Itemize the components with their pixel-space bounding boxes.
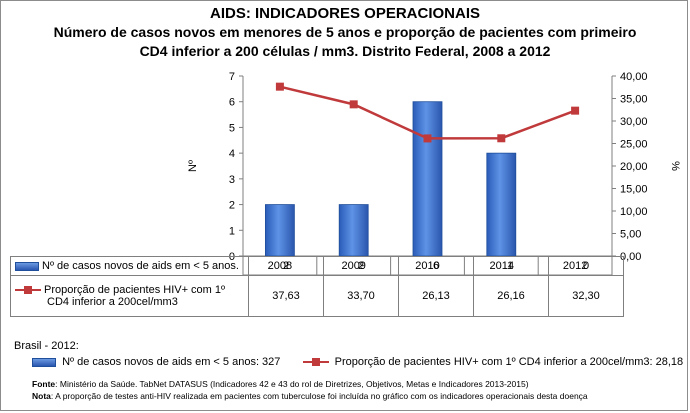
line-marker xyxy=(571,106,580,115)
footnotes: Fonte: Ministério da Saúde. TabNet DATAS… xyxy=(32,378,588,402)
table-legend-line: Proporção de pacientes HIV+ com 1º CD4 i… xyxy=(10,275,249,317)
line-series-label-1: Proporção de pacientes HIV+ com 1º xyxy=(44,284,226,296)
y-tick-label-right: 30,00 xyxy=(620,116,648,128)
nota-text: : A proporção de testes anti-HIV realiza… xyxy=(50,391,588,401)
brasil-line-swatch xyxy=(302,358,329,367)
y-tick-label-right: 10,00 xyxy=(620,206,648,218)
fonte-label: Fonte xyxy=(32,379,56,389)
y-tick-label-right: 25,00 xyxy=(620,139,648,151)
table-cell: 6 xyxy=(398,256,474,276)
brasil-bar-text: Nº de casos novos de aids em < 5 anos: 3… xyxy=(62,356,281,369)
bar-legend-swatch xyxy=(15,261,39,271)
table-row-line: Proporção de pacientes HIV+ com 1º CD4 i… xyxy=(10,275,624,317)
y-tick-label-right: 40,00 xyxy=(620,71,648,83)
table-cell: 2 xyxy=(323,256,399,276)
table-cell: 2 xyxy=(248,256,324,276)
table-cell: 37,63 xyxy=(248,275,324,317)
brasil-line-text: Proporção de pacientes HIV+ com 1º CD4 i… xyxy=(334,356,684,369)
table-cell: 26,16 xyxy=(473,275,549,317)
table-cell: 4 xyxy=(473,256,549,276)
y-tick-label-left: 1 xyxy=(229,225,235,237)
y-tick-label-left: 6 xyxy=(229,97,235,109)
nota-note: Nota: A proporção de testes anti-HIV rea… xyxy=(32,390,588,402)
fonte-text: : Ministério da Saúde. TabNet DATASUS (I… xyxy=(55,379,529,389)
chart-subtitle-line1: Número de casos novos em menores de 5 an… xyxy=(53,24,637,40)
y-tick-label-right: 15,00 xyxy=(620,184,648,196)
line-marker xyxy=(275,82,284,91)
brasil-legend: Nº de casos novos de aids em < 5 anos: 3… xyxy=(14,356,683,368)
y-tick-label-right: 5,00 xyxy=(620,229,641,241)
y-tick-label-left: 5 xyxy=(229,122,235,134)
bar xyxy=(412,101,443,257)
table-cell: 32,30 xyxy=(548,275,624,317)
y-tick-label-left: 7 xyxy=(229,71,235,83)
line-series-label-2: CD4 inferior a 200cel/mm3 xyxy=(47,296,178,308)
bar xyxy=(486,152,517,257)
line-marker xyxy=(497,134,506,143)
table-legend-bars: Nº de casos novos de aids em < 5 anos. xyxy=(10,256,249,276)
y-tick-label-left: 2 xyxy=(229,200,235,212)
y-axis-title-right: % xyxy=(669,161,681,171)
table-cell: 0 xyxy=(548,256,624,276)
y-tick-label-right: 0,00 xyxy=(620,251,641,263)
brasil-label: Brasil - 2012: xyxy=(14,340,79,352)
y-tick-label-left: 4 xyxy=(229,148,235,160)
table-cell: 26,13 xyxy=(398,275,474,317)
bar-series-label: Nº de casos novos de aids em < 5 anos. xyxy=(42,260,239,272)
bar xyxy=(338,204,369,257)
y-tick-label-right: 20,00 xyxy=(620,161,648,173)
data-table: Nº de casos novos de aids em < 5 anos. 2… xyxy=(10,256,624,317)
line-legend-swatch xyxy=(15,286,41,295)
line-marker xyxy=(349,100,358,109)
chart-title: AIDS: INDICADORES OPERACIONAIS xyxy=(209,5,481,22)
y-axis-title-left: Nº xyxy=(187,160,199,172)
table-cell: 33,70 xyxy=(323,275,399,317)
y-tick-label-right: 35,00 xyxy=(620,94,648,106)
line-marker xyxy=(423,134,432,143)
y-tick-label-left: 3 xyxy=(229,174,235,186)
brasil-bar-swatch xyxy=(32,357,56,367)
table-row-bars: Nº de casos novos de aids em < 5 anos. 2… xyxy=(10,256,624,276)
chart-subtitle-line2: CD4 inferior a 200 células / mm3. Distri… xyxy=(139,43,551,59)
bar xyxy=(264,204,295,257)
brasil-summary: Brasil - 2012: Nº de casos novos de aids… xyxy=(14,340,683,368)
nota-label: Nota xyxy=(32,391,51,401)
source-note: Fonte: Ministério da Saúde. TabNet DATAS… xyxy=(32,378,588,390)
title-block: AIDS: INDICADORES OPERACIONAIS Número de… xyxy=(0,4,690,61)
